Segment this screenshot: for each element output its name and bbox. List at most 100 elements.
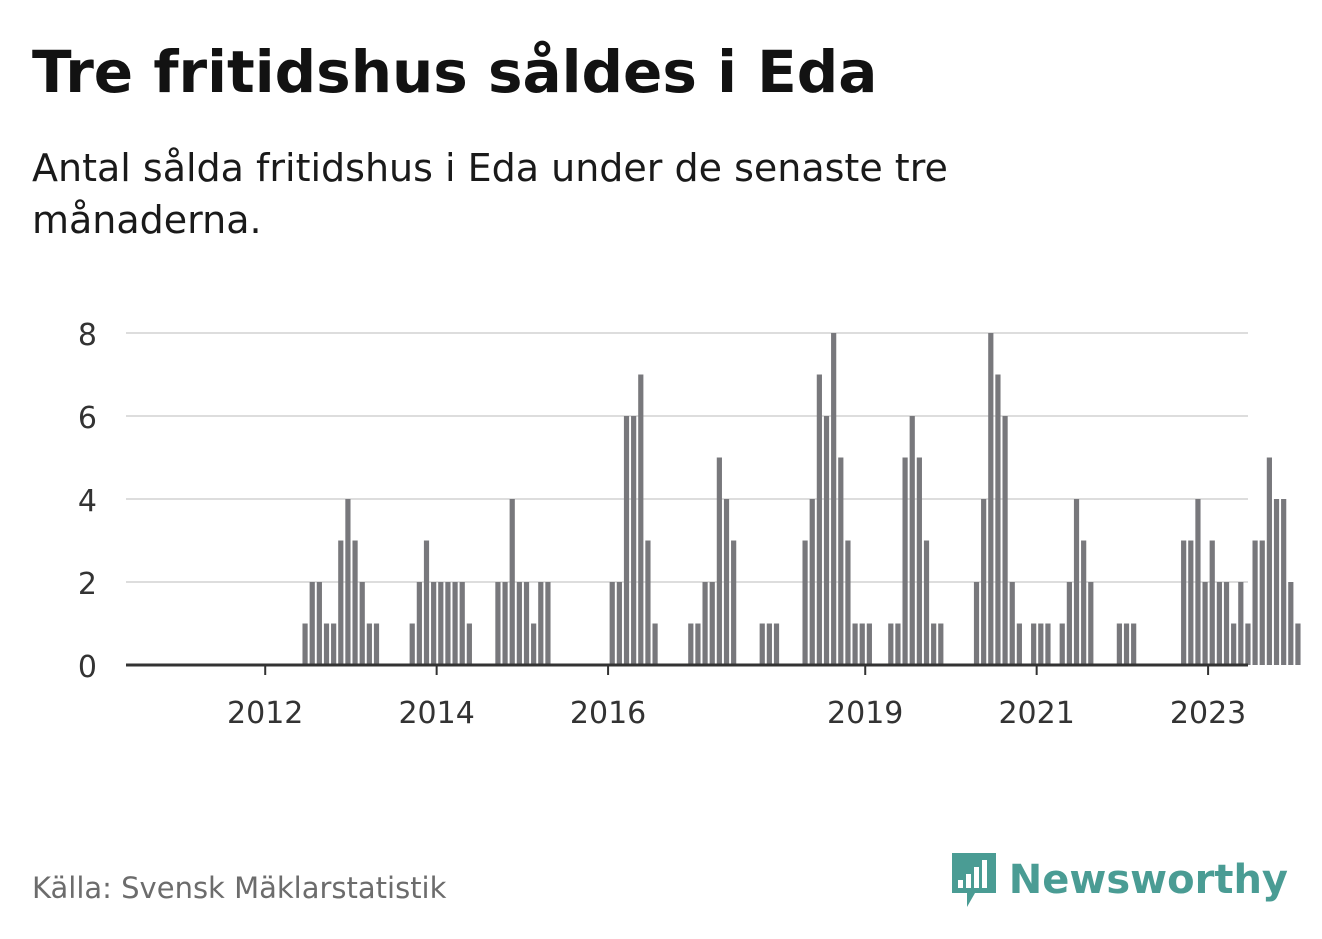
bar [345, 499, 351, 665]
bar [916, 457, 922, 665]
bar [302, 623, 308, 665]
bar [523, 582, 530, 665]
bar [759, 623, 765, 665]
y-tick-label: 0 [78, 650, 97, 685]
chart-subtitle: Antal sålda fritidshus i Eda under de se… [32, 146, 948, 242]
bar [331, 623, 337, 665]
x-axis-ticks: 2012 2014 2016 2019 2021 2023 [227, 665, 1246, 731]
bar [1073, 499, 1080, 665]
bar [373, 623, 380, 665]
bar [838, 457, 844, 665]
bar [852, 623, 858, 665]
bar [316, 582, 322, 665]
bar [323, 623, 330, 665]
bar [1231, 623, 1237, 665]
bar [1195, 499, 1201, 665]
bar-chart-speech-bubble-icon [951, 853, 996, 907]
bar [431, 582, 437, 665]
brand-name: Newsworthy [1008, 857, 1288, 903]
bar [359, 582, 365, 665]
y-tick-label: 6 [78, 401, 97, 436]
bar [609, 582, 615, 665]
bar [895, 623, 901, 665]
bar [1181, 540, 1187, 665]
gridlines [126, 332, 1248, 583]
bar [1281, 499, 1287, 665]
bar [1266, 457, 1272, 665]
bar [652, 623, 658, 665]
bar [452, 582, 458, 665]
x-tick-label: 2021 [998, 696, 1074, 731]
bar [538, 582, 544, 665]
bar [616, 582, 622, 665]
bar [1288, 582, 1294, 665]
bar [1088, 582, 1094, 665]
bar [416, 582, 422, 665]
bar [459, 582, 465, 665]
bar [1188, 540, 1194, 665]
bar [1045, 623, 1051, 665]
bar [1131, 623, 1137, 665]
bar [1009, 582, 1015, 665]
bar [809, 499, 815, 665]
y-axis-ticks: 0 2 4 6 8 [78, 318, 97, 685]
bar [1081, 540, 1087, 665]
bar [845, 540, 851, 665]
bar [988, 333, 994, 665]
bar [309, 582, 315, 665]
source-note: Källa: Svensk Mäklarstatistik [32, 871, 447, 905]
bar [816, 374, 822, 665]
bar [1002, 416, 1008, 665]
y-tick-label: 4 [78, 484, 97, 519]
bar [466, 623, 472, 665]
bar [1123, 623, 1130, 665]
bar [695, 623, 701, 665]
bar [902, 457, 908, 665]
bar [1273, 499, 1280, 665]
bar [495, 582, 501, 665]
bar [516, 582, 522, 665]
bar [1066, 582, 1072, 665]
bar [766, 623, 772, 665]
bar [888, 623, 894, 665]
bar [409, 623, 415, 665]
bar [688, 623, 694, 665]
y-tick-label: 2 [78, 567, 97, 602]
bar [802, 540, 808, 665]
bar [866, 623, 872, 665]
bar [1223, 582, 1230, 665]
bar [1059, 623, 1065, 665]
bar [716, 457, 722, 665]
bar [638, 374, 644, 665]
y-tick-label: 8 [78, 318, 97, 353]
bar [1116, 623, 1122, 665]
brand-logo: Newsworthy [949, 850, 1288, 910]
bar [981, 499, 987, 665]
bar [823, 416, 830, 665]
x-tick-label: 2023 [1170, 696, 1246, 731]
bar [1245, 623, 1251, 665]
bar [352, 540, 358, 665]
x-tick-label: 2012 [227, 696, 303, 731]
bar [973, 582, 980, 665]
bar [1038, 623, 1044, 665]
bar [1295, 623, 1301, 665]
bar [1016, 623, 1022, 665]
bar [623, 416, 630, 665]
bar [1252, 540, 1258, 665]
chart-title: Tre fritidshus såldes i Eda [32, 38, 878, 106]
bar [1259, 540, 1265, 665]
bar [1238, 582, 1244, 665]
bar [502, 582, 508, 665]
x-tick-label: 2014 [398, 696, 474, 731]
bar [773, 623, 780, 665]
bar [531, 623, 537, 665]
bar [645, 540, 651, 665]
bar [1031, 623, 1037, 665]
bar [909, 416, 915, 665]
bar [702, 582, 708, 665]
bar [831, 333, 837, 665]
bar [931, 623, 937, 665]
bar [859, 623, 865, 665]
